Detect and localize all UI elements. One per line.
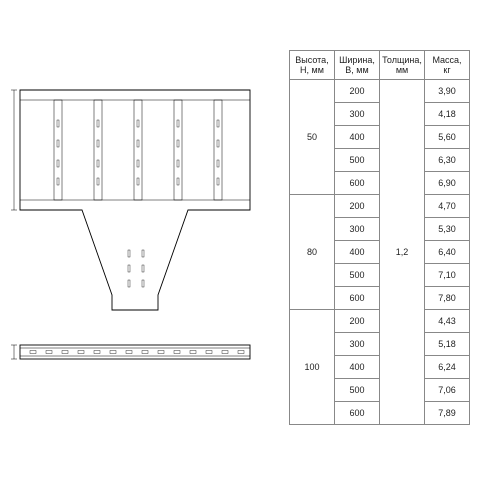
cell-mass: 7,10 xyxy=(425,264,470,287)
cell-mass: 6,24 xyxy=(425,356,470,379)
cell-height: 50 xyxy=(290,80,335,195)
cell-width: 600 xyxy=(335,287,380,310)
cell-mass: 5,18 xyxy=(425,333,470,356)
cell-width: 600 xyxy=(335,402,380,425)
cell-height: 80 xyxy=(290,195,335,310)
col-header: Толщина,мм xyxy=(380,51,425,80)
cell-mass: 6,90 xyxy=(425,172,470,195)
cell-width: 400 xyxy=(335,356,380,379)
cell-width: 500 xyxy=(335,379,380,402)
cell-mass: 4,70 xyxy=(425,195,470,218)
cell-width: 300 xyxy=(335,103,380,126)
cell-width: 300 xyxy=(335,333,380,356)
cell-width: 400 xyxy=(335,126,380,149)
cell-width: 400 xyxy=(335,241,380,264)
col-header: Высота,H, мм xyxy=(290,51,335,80)
cell-width: 200 xyxy=(335,310,380,333)
cell-width: 500 xyxy=(335,149,380,172)
cell-mass: 3,90 xyxy=(425,80,470,103)
cell-height: 100 xyxy=(290,310,335,425)
cell-mass: 4,18 xyxy=(425,103,470,126)
cell-mass: 5,60 xyxy=(425,126,470,149)
col-header: Масса,кг xyxy=(425,51,470,80)
spec-table: Высота,H, ммШирина,B, ммТолщина,ммМасса,… xyxy=(289,50,470,425)
cell-thickness: 1,2 xyxy=(380,80,425,425)
cell-mass: 7,80 xyxy=(425,287,470,310)
cell-width: 300 xyxy=(335,218,380,241)
cell-mass: 7,89 xyxy=(425,402,470,425)
cell-width: 500 xyxy=(335,264,380,287)
cell-mass: 7,06 xyxy=(425,379,470,402)
cell-width: 600 xyxy=(335,172,380,195)
cell-mass: 6,40 xyxy=(425,241,470,264)
col-header: Ширина,B, мм xyxy=(335,51,380,80)
cell-width: 200 xyxy=(335,80,380,103)
technical-drawing xyxy=(0,50,270,400)
table-row: 502001,23,90 xyxy=(290,80,470,103)
cell-width: 200 xyxy=(335,195,380,218)
cell-mass: 4,43 xyxy=(425,310,470,333)
cell-mass: 5,30 xyxy=(425,218,470,241)
cell-mass: 6,30 xyxy=(425,149,470,172)
